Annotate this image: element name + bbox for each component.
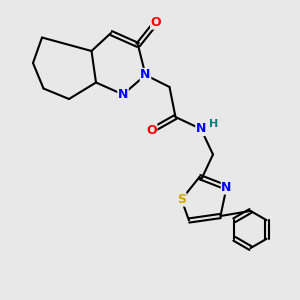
Text: N: N [221,181,232,194]
Text: O: O [146,124,157,137]
Text: H: H [208,119,218,130]
Text: N: N [118,88,128,101]
Text: N: N [196,122,206,136]
Text: S: S [177,193,186,206]
Text: O: O [151,16,161,29]
Text: N: N [140,68,151,82]
